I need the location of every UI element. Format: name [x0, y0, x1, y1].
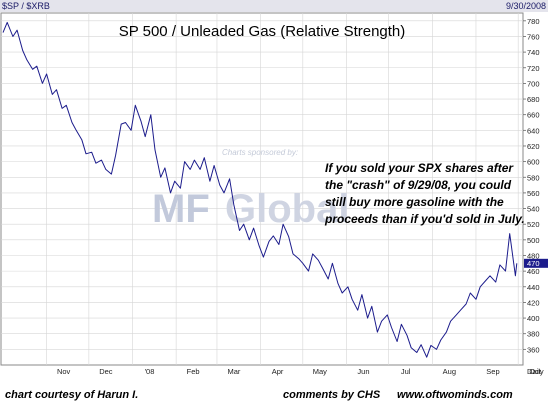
- annotation-line-3: still buy more gasoline with the: [325, 195, 504, 209]
- x-tick-label: Sep: [486, 367, 499, 376]
- annotation-line-1: If you sold your SPX shares after: [325, 161, 514, 175]
- x-tick-label: Aug: [443, 367, 456, 376]
- symbol-label: $SP / $XRB: [2, 1, 50, 11]
- watermark-brand: Global: [225, 187, 349, 231]
- y-tick-label: 640: [527, 126, 540, 135]
- last-value-label: 470: [527, 259, 540, 268]
- x-tick-label: Nov: [57, 367, 71, 376]
- sponsor-watermark: Charts sponsored by: MF Global: [152, 148, 349, 231]
- x-tick-label: Jun: [357, 367, 369, 376]
- y-tick-label: 380: [527, 330, 540, 339]
- y-tick-label: 520: [527, 220, 540, 229]
- y-tick-label: 720: [527, 64, 540, 73]
- chart-title: SP 500 / Unleaded Gas (Relative Strength…: [119, 23, 406, 40]
- y-tick-label: 620: [527, 142, 540, 151]
- y-tick-label: 600: [527, 158, 540, 167]
- last-value-box: [524, 258, 548, 268]
- y-tick-label: 560: [527, 189, 540, 198]
- frequency-label: Daily: [527, 367, 544, 376]
- chart-header-band: [0, 0, 548, 12]
- y-tick-label: 360: [527, 345, 540, 354]
- y-tick-label: 460: [527, 267, 540, 276]
- series-line: [2, 21, 518, 358]
- footer-credit: chart courtesy of Harun I.: [5, 389, 138, 401]
- annotation-text: If you sold your SPX shares after the "c…: [324, 161, 525, 226]
- annotation-line-4: proceeds than if you'd sold in July.: [324, 212, 525, 226]
- annotation-line-2: the "crash" of 9/29/08, you could: [325, 178, 512, 192]
- footer-site: www.oftwominds.com: [397, 389, 513, 401]
- x-tick-label: '08: [145, 367, 155, 376]
- footer-comments: comments by CHS: [283, 389, 381, 401]
- y-tick-label: 700: [527, 79, 540, 88]
- y-tick-label: 680: [527, 95, 540, 104]
- x-tick-label: Dec: [99, 367, 113, 376]
- last-value-marker: 470: [524, 258, 548, 268]
- x-axis: Nov Dec '08 Feb Mar Apr May Jun Jul Aug Sep Oct: [57, 367, 542, 376]
- y-tick-label: 780: [527, 17, 540, 26]
- y-tick-label: 480: [527, 251, 540, 260]
- y-tick-label: 760: [527, 32, 540, 41]
- series-layer: [2, 21, 518, 358]
- x-tick-label: May: [313, 367, 327, 376]
- plot-area: [0, 12, 524, 366]
- chart-date: 9/30/2008: [506, 1, 546, 11]
- y-tick-label: 500: [527, 236, 540, 245]
- y-tick-label: 740: [527, 48, 540, 57]
- x-tick-label: Jul: [401, 367, 411, 376]
- y-tick-label: 400: [527, 314, 540, 323]
- watermark-logo: MF: [152, 187, 210, 231]
- y-tick-label: 540: [527, 205, 540, 214]
- watermark-sponsor-text: Charts sponsored by:: [222, 148, 298, 157]
- y-axis: 360 380 400 420 440 460 480 500 520 540 560 580 600 6…: [523, 17, 540, 354]
- y-tick-label: 660: [527, 111, 540, 120]
- y-tick-label: 420: [527, 298, 540, 307]
- x-tick-label: Apr: [272, 367, 284, 376]
- y-tick-label: 440: [527, 283, 540, 292]
- x-tick-label: Oct: [529, 367, 542, 376]
- x-tick-label: Feb: [187, 367, 200, 376]
- x-tick-label: Mar: [227, 367, 240, 376]
- y-tick-label: 580: [527, 173, 540, 182]
